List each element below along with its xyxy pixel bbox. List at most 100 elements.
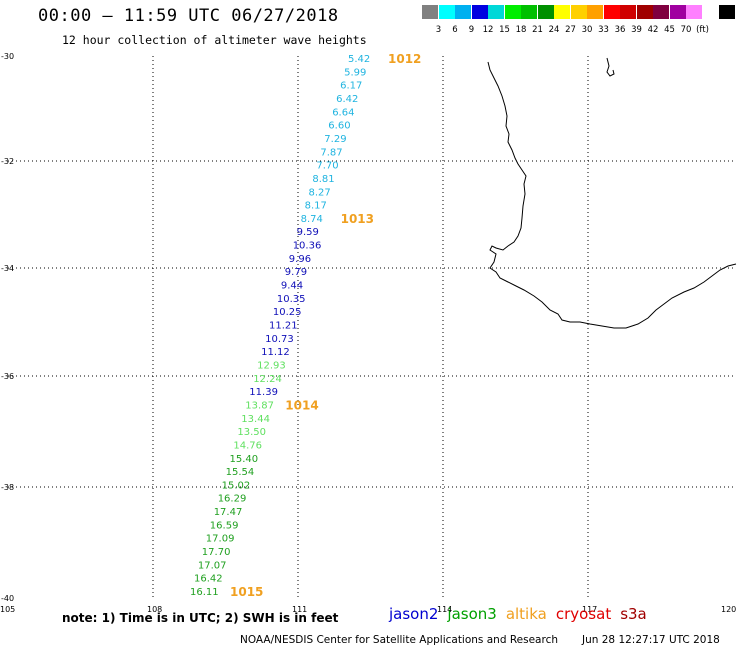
satellite-cryosat: cryosat — [555, 605, 612, 623]
legend-label: 33 — [598, 25, 609, 35]
wave-height-value: 8.27 — [309, 187, 331, 198]
satellite-legend: jason2 jason3 altika cryosat s3a — [389, 605, 656, 623]
wave-height-value: 12.24 — [253, 374, 282, 385]
wave-height-value: 16.11 — [190, 587, 219, 598]
wave-height-value: 14.76 — [233, 440, 262, 451]
legend-swatch — [669, 5, 686, 19]
rottnest-island-outline — [606, 57, 615, 77]
wave-height-value: 6.17 — [340, 81, 362, 92]
latitude-label: -38 — [1, 483, 14, 492]
wave-height-value: 13.87 — [245, 400, 274, 411]
wave-height-value: 7.87 — [320, 147, 342, 158]
legend-swatch — [653, 5, 669, 19]
altimeter-track: 5.42 5.99 6.17 6.42 6.64 6.60 7.29 7.87 7.70 8.81… — [190, 52, 421, 599]
legend-swatch — [570, 5, 587, 19]
wave-height-value: 15.40 — [230, 454, 259, 465]
wave-height-value: 10.25 — [273, 307, 302, 318]
legend-swatch — [587, 5, 603, 19]
legend-swatch — [603, 5, 620, 19]
legend-label: 18 — [515, 25, 527, 35]
wave-height-value: 9.96 — [289, 254, 311, 265]
wave-height-value: 9.44 — [281, 281, 303, 292]
wave-height-value: 7.29 — [324, 134, 346, 145]
time-label: 1013 — [341, 212, 374, 226]
wave-height-value: 13.44 — [241, 414, 270, 425]
wave-height-value: 6.60 — [328, 121, 350, 132]
wave-height-value: 11.12 — [261, 347, 290, 358]
legend-swatch — [719, 5, 735, 19]
australia-coastline — [487, 61, 737, 329]
wave-height-value: 11.39 — [249, 387, 278, 398]
wave-height-value: 6.42 — [336, 94, 358, 105]
page-subtitle: 12 hour collection of altimeter wave hei… — [62, 33, 367, 47]
wave-height-value: 8.74 — [301, 214, 323, 225]
time-label: 1012 — [388, 52, 421, 66]
latitude-label: -30 — [1, 52, 14, 61]
longitude-label: 114 — [437, 605, 452, 614]
wave-height-value: 7.70 — [316, 161, 338, 172]
legend-label: 42 — [647, 25, 659, 35]
legend-swatch — [620, 5, 636, 19]
legend-swatch — [455, 5, 471, 19]
wave-height-value: 13.50 — [237, 427, 266, 438]
satellite-jason3: jason3 — [447, 605, 497, 623]
longitude-label: 105 — [0, 605, 15, 614]
wave-height-value: 9.59 — [297, 227, 319, 238]
satellite-altika: altika — [505, 605, 547, 623]
wave-height-value: 5.42 — [348, 54, 370, 65]
legend-label: 45 — [664, 25, 675, 35]
wave-height-value: 5.99 — [344, 67, 366, 78]
wave-height-value: 12.93 — [257, 361, 286, 372]
legend-label: 36 — [614, 25, 626, 35]
legend-unit: (ft) — [696, 25, 709, 35]
legend-label: 15 — [499, 25, 510, 35]
map-grid — [8, 56, 733, 598]
wave-height-value: 16.42 — [194, 574, 223, 585]
wave-height-value: 16.59 — [210, 520, 239, 531]
legend-swatch — [471, 5, 488, 19]
wave-height-value: 17.70 — [202, 547, 231, 558]
legend-swatch — [702, 5, 719, 19]
wave-height-value: 17.09 — [206, 534, 235, 545]
wave-height-value: 10.35 — [277, 294, 306, 305]
legend-label: 30 — [581, 25, 593, 35]
legend-label: 9 — [468, 25, 475, 35]
wave-height-value: 6.64 — [332, 107, 354, 118]
legend-swatch — [636, 5, 653, 19]
wave-height-value: 8.17 — [305, 201, 327, 212]
longitude-label: 117 — [582, 605, 597, 614]
page-title: 00:00 – 11:59 UTC 06/27/2018 — [38, 6, 339, 26]
wave-height-value: 8.81 — [312, 174, 334, 185]
legend-swatch — [504, 5, 521, 19]
legend-label: 12 — [482, 25, 494, 35]
satellite-jason2: jason2 — [389, 605, 439, 623]
legend-label: 70 — [680, 25, 692, 35]
wave-height-value: 11.21 — [269, 321, 298, 332]
footer-credit: NOAA/NESDIS Center for Satellite Applica… — [240, 634, 558, 646]
longitude-label: 108 — [147, 605, 162, 614]
legend-swatch — [422, 5, 438, 19]
legend-swatch — [438, 5, 455, 19]
wave-height-value: 17.07 — [198, 560, 227, 571]
wave-height-value: 17.47 — [214, 507, 243, 518]
latitude-label: -40 — [1, 594, 14, 603]
legend-swatch — [537, 5, 554, 19]
latitude-label: -34 — [1, 264, 14, 273]
legend-label: 3 — [435, 25, 442, 35]
legend-swatch — [521, 5, 537, 19]
longitude-label: 120 — [721, 605, 736, 614]
legend-label: 39 — [631, 25, 642, 35]
latitude-label: -36 — [1, 372, 14, 381]
wave-height-value: 16.29 — [218, 494, 247, 505]
time-label: 1014 — [285, 398, 318, 412]
satellite-s3a: s3a — [620, 605, 647, 623]
legend-label: 27 — [565, 25, 576, 35]
axis-labels: -30 -32 -34 -36 -38 -40 105 108 111 114 117 120 — [0, 52, 736, 614]
wave-height-value: 9.79 — [285, 267, 307, 278]
time-label: 1015 — [230, 585, 263, 599]
wave-height-value: 10.73 — [265, 334, 294, 345]
wave-height-value: 15.02 — [222, 480, 251, 491]
legend-swatch — [488, 5, 504, 19]
legend-swatch — [554, 5, 570, 19]
